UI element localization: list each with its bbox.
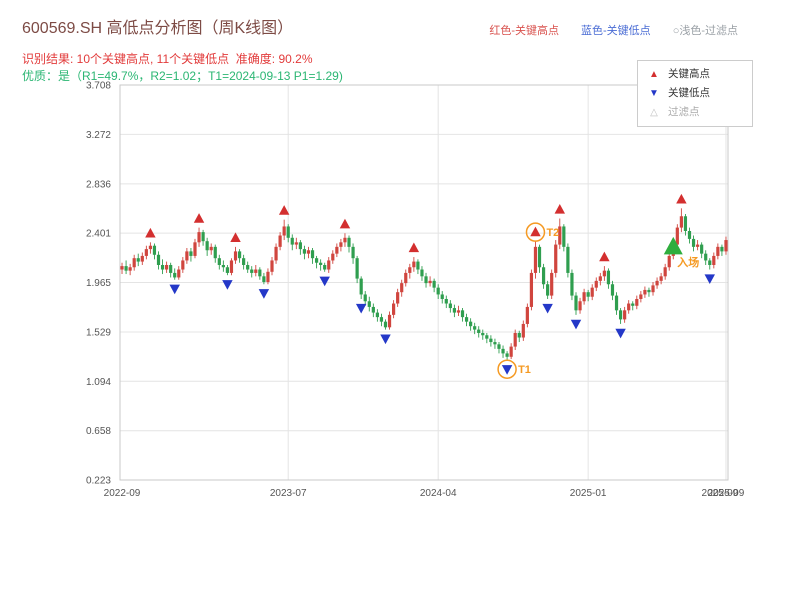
svg-text:1.529: 1.529 — [86, 327, 111, 338]
legend-item-key-high: ▲ 关键高点 — [647, 68, 743, 81]
legend-low-label: 蓝色-关键低点 — [581, 25, 651, 37]
quality-result: 优质：是（R1=49.7%，R2=1.02；T1=2024-09-13 P1=1… — [22, 69, 343, 83]
svg-text:3.272: 3.272 — [86, 130, 111, 141]
legend-item-filtered: △ 过滤点 — [647, 106, 743, 119]
legend-item-filtered-label: 过滤点 — [668, 106, 700, 118]
svg-text:2023-07: 2023-07 — [270, 488, 307, 499]
svg-text:2025-09: 2025-09 — [702, 488, 739, 499]
svg-text:2025-01: 2025-01 — [570, 488, 607, 499]
filtered-triangle-icon: △ — [650, 107, 658, 118]
key-high-markers — [145, 193, 687, 262]
key-low-markers — [169, 274, 715, 375]
t2-circle — [525, 222, 546, 242]
gridlines — [120, 84, 728, 481]
y-axis-labels: 0.223 0.658 1.094 1.529 1.965 2.401 2.836 3.272… — [86, 81, 111, 487]
legend-high-label: 红色-关键高点 — [489, 25, 560, 37]
legend-filtered-label: ○浅色-过滤点 — [672, 25, 738, 37]
candles — [120, 208, 728, 361]
chart-legend: ▲ 关键高点 ▼ 关键低点 △ 过滤点 — [637, 60, 753, 127]
t1-label: T1 — [518, 364, 531, 376]
svg-text:0.658: 0.658 — [86, 426, 111, 437]
svg-text:2.836: 2.836 — [86, 179, 111, 190]
svg-text:1.965: 1.965 — [86, 278, 111, 289]
legend-item-key-low: ▼ 关键低点 — [647, 87, 743, 100]
svg-text:1.094: 1.094 — [86, 377, 111, 388]
legend-item-high-label: 关键高点 — [668, 68, 710, 80]
plot-border — [119, 84, 729, 481]
t1-circle — [497, 359, 517, 379]
svg-text:2022-09: 2022-09 — [104, 488, 141, 499]
svg-text:2024-04: 2024-04 — [420, 488, 457, 499]
recognition-result: 识别结果: 10个关键高点, 11个关键低点 准确度: 90.2% — [22, 52, 313, 66]
legend-item-low-label: 关键低点 — [668, 87, 710, 99]
key-high-triangle-icon: ▲ — [649, 69, 659, 80]
top-legend: 红色-关键高点 蓝色-关键低点 ○浅色-过滤点 — [489, 22, 738, 38]
t2-label: T2 — [546, 227, 559, 239]
page-title: 600569.SH 高低点分析图（周K线图） — [22, 20, 294, 37]
key-low-triangle-icon: ▼ — [649, 88, 659, 99]
entry-label: 入场 — [677, 255, 699, 269]
svg-text:2025-09: 2025-09 — [708, 488, 745, 499]
svg-text:3.708: 3.708 — [86, 81, 111, 92]
svg-text:2.401: 2.401 — [86, 229, 111, 240]
svg-text:0.223: 0.223 — [86, 476, 111, 487]
annotations: T1 T2 入场 — [497, 222, 699, 379]
entry-triangle — [663, 236, 683, 255]
x-axis-labels: 2022-09 2023-07 2024-04 2025-01 2025-092025-… — [104, 488, 745, 499]
